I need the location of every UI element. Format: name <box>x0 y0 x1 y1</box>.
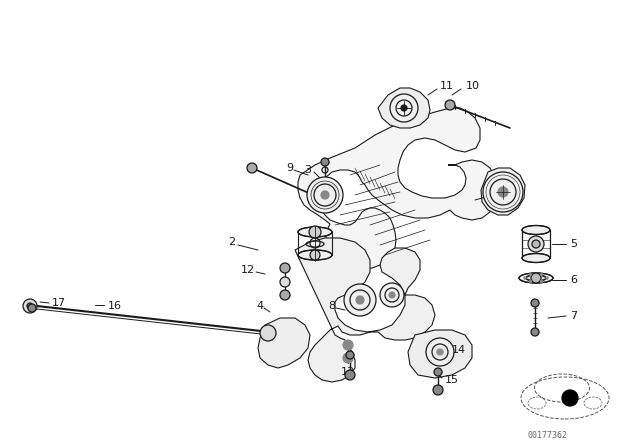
Ellipse shape <box>522 225 550 234</box>
Circle shape <box>433 385 443 395</box>
Circle shape <box>524 276 527 280</box>
Circle shape <box>562 390 578 406</box>
Text: 9: 9 <box>286 163 293 173</box>
Text: 14: 14 <box>452 345 466 355</box>
Polygon shape <box>481 168 525 215</box>
Text: 13: 13 <box>341 367 355 377</box>
Circle shape <box>307 177 343 213</box>
Circle shape <box>389 292 395 298</box>
Text: 6: 6 <box>570 275 577 285</box>
Text: 5: 5 <box>570 239 577 249</box>
Circle shape <box>528 236 544 252</box>
Circle shape <box>434 368 442 376</box>
Circle shape <box>343 353 353 363</box>
Circle shape <box>321 158 329 166</box>
Circle shape <box>401 105 407 111</box>
Circle shape <box>321 191 329 199</box>
Polygon shape <box>258 318 310 368</box>
Text: 11: 11 <box>440 81 454 91</box>
Polygon shape <box>378 88 430 128</box>
Circle shape <box>345 370 355 380</box>
Text: 00177362: 00177362 <box>528 431 568 439</box>
Ellipse shape <box>519 273 553 283</box>
Circle shape <box>280 290 290 300</box>
Text: 17: 17 <box>52 298 66 308</box>
Text: 9: 9 <box>396 295 403 305</box>
Text: 15: 15 <box>445 375 459 385</box>
Circle shape <box>540 273 543 276</box>
Ellipse shape <box>522 254 550 263</box>
Circle shape <box>498 187 508 197</box>
Circle shape <box>540 280 543 283</box>
Circle shape <box>23 299 37 313</box>
Circle shape <box>380 283 404 307</box>
Circle shape <box>531 273 541 283</box>
Circle shape <box>545 276 548 280</box>
Circle shape <box>445 100 455 110</box>
Circle shape <box>260 325 276 341</box>
Circle shape <box>343 340 353 350</box>
Polygon shape <box>295 238 435 382</box>
Circle shape <box>532 240 540 248</box>
Circle shape <box>309 226 321 238</box>
Ellipse shape <box>298 227 332 237</box>
Circle shape <box>310 250 320 260</box>
Circle shape <box>28 304 36 312</box>
Text: 16: 16 <box>108 301 122 311</box>
Text: 3: 3 <box>304 165 311 175</box>
Circle shape <box>344 284 376 316</box>
Circle shape <box>483 172 523 212</box>
Circle shape <box>531 299 539 307</box>
Ellipse shape <box>298 250 332 260</box>
Circle shape <box>280 263 290 273</box>
Text: 8: 8 <box>328 301 335 311</box>
Polygon shape <box>298 108 496 270</box>
Text: 12: 12 <box>241 265 255 275</box>
Circle shape <box>27 303 33 309</box>
Circle shape <box>280 277 290 287</box>
Circle shape <box>390 94 418 122</box>
Circle shape <box>529 273 532 276</box>
Polygon shape <box>408 330 472 378</box>
Circle shape <box>356 296 364 304</box>
Text: 4: 4 <box>256 301 263 311</box>
Circle shape <box>247 163 257 173</box>
Text: 7: 7 <box>570 311 577 321</box>
Text: 2: 2 <box>228 237 235 247</box>
Ellipse shape <box>526 275 546 281</box>
Circle shape <box>529 280 532 283</box>
Circle shape <box>426 338 454 366</box>
Text: 1: 1 <box>493 187 500 197</box>
Circle shape <box>346 351 354 359</box>
Text: 10: 10 <box>466 81 480 91</box>
Circle shape <box>437 349 443 355</box>
Circle shape <box>531 328 539 336</box>
